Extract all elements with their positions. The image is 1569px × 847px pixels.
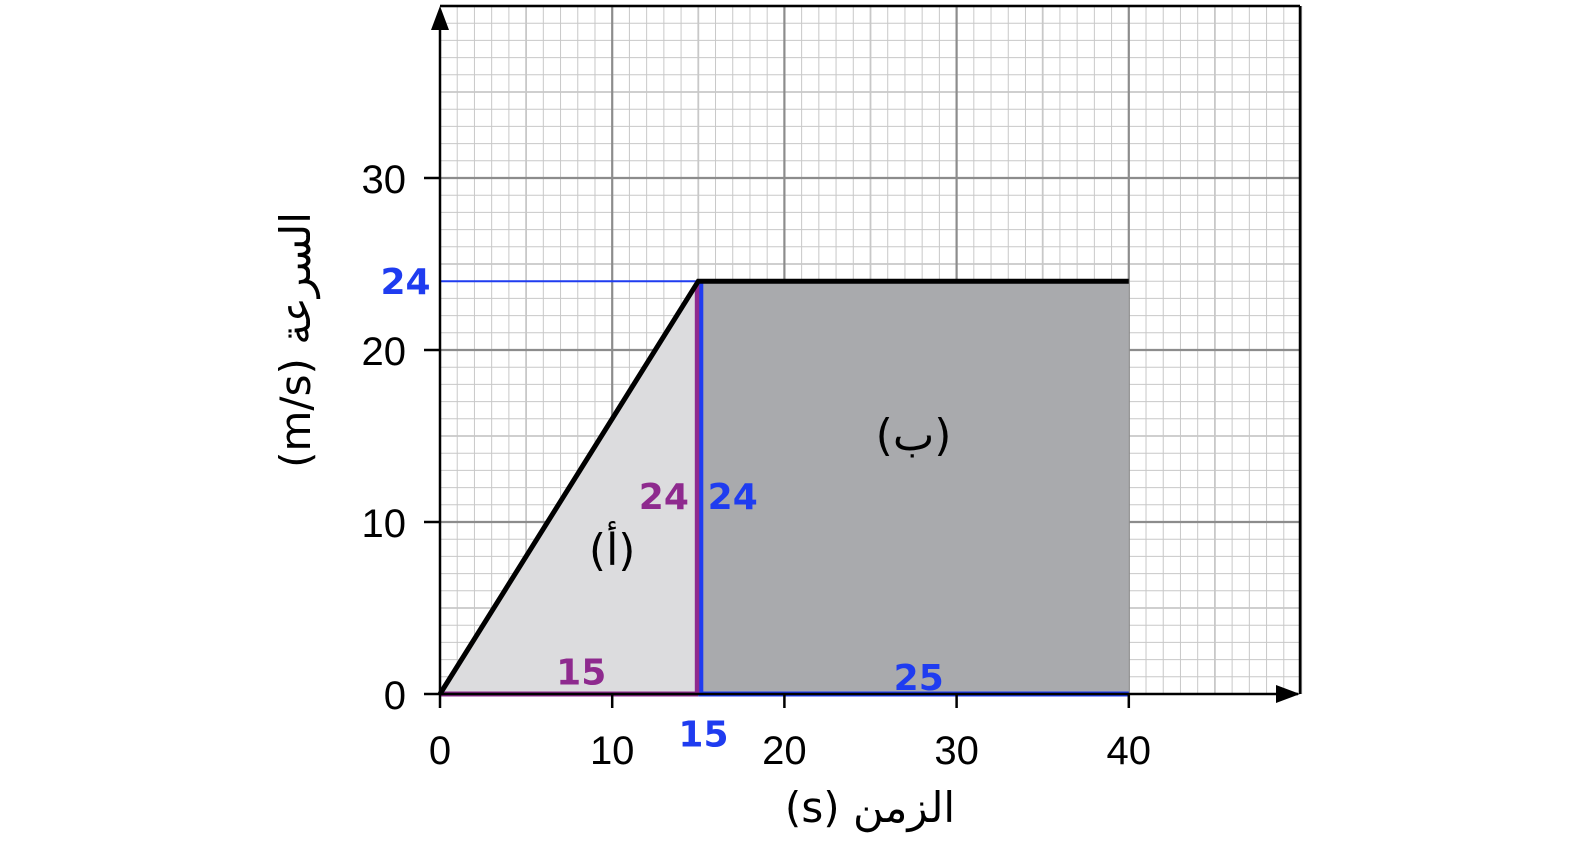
y-tick-label: 0 xyxy=(384,674,406,718)
y-tick-label: 30 xyxy=(362,158,407,202)
y-axis-title: السرعة (m/s) xyxy=(271,212,320,468)
y-axis-arrow xyxy=(431,6,449,30)
series-lines xyxy=(437,278,1129,696)
region-b-label: (ب) xyxy=(876,410,952,461)
x-tick-label: 40 xyxy=(1107,729,1152,773)
x-tick-label: 10 xyxy=(590,729,635,773)
y-tick-label: 10 xyxy=(362,502,407,546)
x-tick-label: 20 xyxy=(762,729,807,773)
annotation-label: 15 xyxy=(556,653,606,694)
y-tick-label: 20 xyxy=(362,330,407,374)
region-b xyxy=(698,281,1129,694)
x-tick-label: 30 xyxy=(934,729,979,773)
annotation-label: 25 xyxy=(894,658,944,699)
axes xyxy=(424,6,1300,708)
x-axis-arrow xyxy=(1276,685,1300,703)
annotation-label: 24 xyxy=(708,477,758,518)
annotation-label: 24 xyxy=(639,477,689,518)
x-tick-label: 0 xyxy=(429,729,451,773)
tick-labels: 0 10 20 30 40 0 10 20 30 xyxy=(362,158,1152,773)
annotation-label: 15 xyxy=(678,715,728,756)
series-velocity-line xyxy=(437,278,1129,696)
region-a-label: (أ) xyxy=(589,521,636,576)
annotation-label: 24 xyxy=(381,262,431,303)
x-axis-title: الزمن (s) xyxy=(785,783,955,832)
text-labels: الزمن (s) السرعة (m/s) (أ) (ب) 24 24 24 15 25 15 xyxy=(271,212,955,832)
